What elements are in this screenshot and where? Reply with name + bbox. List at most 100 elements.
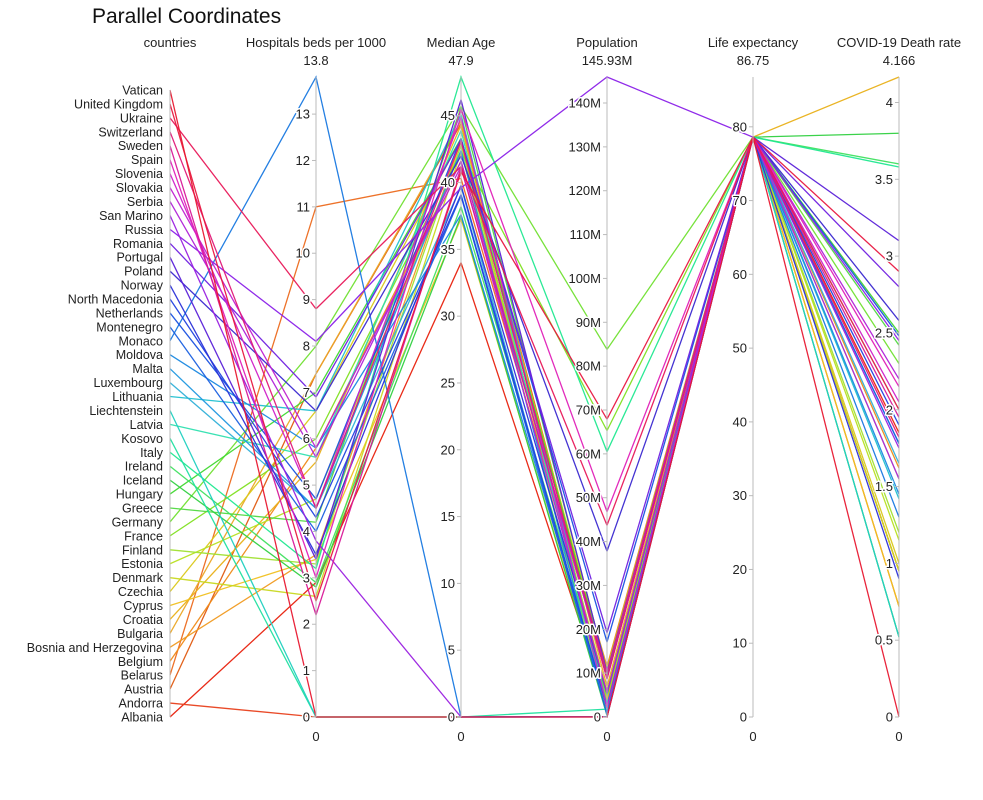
tick-label-halo: 0 (886, 710, 893, 725)
tick-label: 10 (441, 576, 455, 591)
tick-label-halo: 2.5 (875, 325, 893, 340)
category-label: Slovakia (116, 181, 163, 195)
data-line-united-kingdom (169, 103, 900, 604)
axis-max-death: 4.166 (883, 53, 916, 68)
tick-label: 45 (441, 108, 455, 123)
tick-label: 40 (441, 175, 455, 190)
tick-label-halo: 12 (296, 153, 310, 168)
tick-label: 2.5 (875, 325, 893, 340)
tick-label-halo: 2 (886, 402, 893, 417)
category-label: Norway (121, 279, 164, 293)
tick-label-halo: 40 (441, 175, 455, 190)
category-label: Spain (131, 153, 163, 167)
data-line-iceland (169, 132, 900, 718)
tick-label-halo: 70M (576, 403, 601, 418)
category-label: Liechtenstein (89, 404, 163, 418)
tick-label-halo: 80M (576, 359, 601, 374)
tick-label-halo: 100M (568, 271, 601, 286)
tick-label: 3 (303, 570, 310, 585)
category-label: North Macedonia (68, 293, 163, 307)
tick-label: 30M (576, 578, 601, 593)
tick-label-halo: 35 (441, 242, 455, 257)
axis-min-pop: 0 (603, 729, 610, 744)
tick-label-halo: 25 (441, 375, 455, 390)
tick-label: 10 (296, 246, 310, 261)
tick-label-halo: 60 (733, 267, 747, 282)
data-line-monaco (169, 75, 900, 718)
axes-layer: countries AlbaniaAndorraAustriaBelarusBel… (27, 35, 961, 744)
tick-label: 20 (441, 442, 455, 457)
tick-label: 20M (576, 622, 601, 637)
category-label: Malta (132, 362, 163, 376)
tick-label-halo: 130M (568, 139, 601, 154)
category-label: Croatia (123, 613, 163, 627)
tick-label-halo: 50 (733, 341, 747, 356)
axis-age: Median Age47.900551010151520202525303035… (427, 35, 496, 744)
category-label: Belgium (118, 655, 163, 669)
tick-label-halo: 20M (576, 622, 601, 637)
tick-label: 9 (303, 292, 310, 307)
category-label: Luxembourg (94, 376, 164, 390)
tick-label: 7 (303, 385, 310, 400)
category-label: Slovenia (115, 167, 163, 181)
category-label: Bulgaria (117, 627, 163, 641)
axis-title-pop: Population (576, 35, 637, 50)
data-line-romania (169, 135, 900, 636)
tick-label-halo: 0.5 (875, 633, 893, 648)
category-label: United Kingdom (74, 97, 163, 111)
category-label: Serbia (127, 195, 163, 209)
tick-label: 50M (576, 490, 601, 505)
category-label: Romania (113, 237, 163, 251)
tick-label: 40 (733, 414, 747, 429)
axis-max-beds: 13.8 (303, 53, 328, 68)
axis-title-death: COVID-19 Death rate (837, 35, 961, 50)
category-label: Russia (125, 223, 163, 237)
tick-label-halo: 3 (303, 570, 310, 585)
category-label: Vatican (122, 84, 163, 98)
tick-label-halo: 10 (441, 576, 455, 591)
tick-label-halo: 15 (441, 509, 455, 524)
category-label: Ireland (125, 460, 163, 474)
tick-label: 15 (441, 509, 455, 524)
category-label: Latvia (130, 418, 163, 432)
tick-label-halo: 3.5 (875, 172, 893, 187)
axis-title-countries: countries (144, 35, 197, 50)
tick-label: 60M (576, 446, 601, 461)
category-label: Sweden (118, 139, 163, 153)
tick-label-halo: 4 (886, 95, 893, 110)
axis-title-beds: Hospitals beds per 1000 (246, 35, 386, 50)
category-label: Bosnia and Herzegovina (27, 641, 163, 655)
tick-label: 2 (303, 617, 310, 632)
tick-label-halo: 9 (303, 292, 310, 307)
tick-label-halo: 0 (594, 710, 601, 725)
tick-label-halo: 30M (576, 578, 601, 593)
tick-label-halo: 1 (303, 663, 310, 678)
tick-label-halo: 140M (568, 96, 601, 111)
category-label: Iceland (123, 474, 163, 488)
category-label: Montenegro (96, 320, 163, 334)
axis-min-age: 0 (457, 729, 464, 744)
tick-label-halo: 50M (576, 490, 601, 505)
polylines-layer (169, 74, 900, 718)
data-line-poland (169, 135, 900, 554)
axis-countries: countries AlbaniaAndorraAustriaBelarusBel… (27, 35, 197, 725)
tick-label-halo: 11 (297, 199, 311, 214)
tick-label: 20 (733, 562, 747, 577)
tick-label: 0 (594, 710, 601, 725)
category-label: Kosovo (121, 432, 163, 446)
category-label: Hungary (116, 488, 164, 502)
tick-label-halo: 1 (886, 556, 893, 571)
tick-label: 60 (733, 267, 747, 282)
data-line-switzerland (169, 131, 900, 682)
tick-label: 2 (886, 402, 893, 417)
category-label: San Marino (99, 209, 163, 223)
tick-label: 25 (441, 375, 455, 390)
category-label: Switzerland (98, 125, 163, 139)
tick-label: 1 (886, 556, 893, 571)
tick-label: 80M (576, 359, 601, 374)
tick-label-halo: 3 (886, 249, 893, 264)
tick-label: 3 (886, 249, 893, 264)
axis-title-age: Median Age (427, 35, 496, 50)
tick-label: 30 (441, 309, 455, 324)
